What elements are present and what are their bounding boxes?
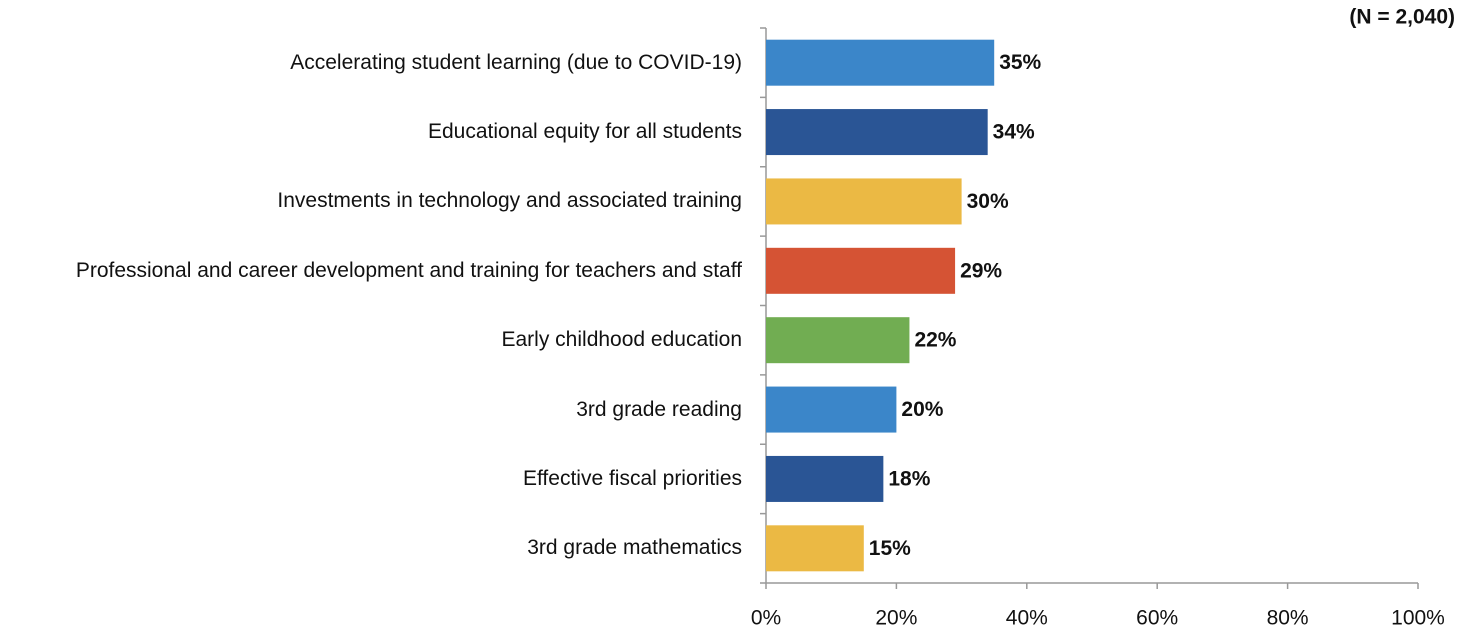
y-tick-label-box: Investments in technology and associated…: [10, 167, 742, 236]
bar: [766, 178, 962, 225]
value-label: 18%: [888, 467, 930, 490]
y-tick-label-box: Effective fiscal priorities: [10, 444, 742, 513]
y-tick-label: 3rd grade reading: [576, 397, 742, 421]
value-label: 30%: [967, 190, 1009, 213]
y-tick-label: 3rd grade mathematics: [527, 536, 742, 560]
y-tick-label: Professional and career development and …: [75, 258, 742, 282]
y-tick-label: Investments in technology and associated…: [277, 189, 742, 213]
value-label: 15%: [869, 537, 911, 560]
bar: [766, 455, 884, 502]
x-tick-label: 20%: [875, 607, 917, 630]
y-tick-label: Accelerating student learning (due to CO…: [290, 50, 742, 74]
y-tick-label: Early childhood education: [501, 328, 743, 352]
value-label: 35%: [999, 51, 1041, 74]
subtitle: (N = 2,040): [1349, 6, 1455, 29]
y-tick-label-box: Educational equity for all students: [10, 97, 742, 166]
x-tick-label: 40%: [1006, 607, 1048, 630]
x-tick-label: 0%: [751, 607, 781, 630]
y-tick-label-box: 3rd grade mathematics: [10, 514, 742, 583]
bar: [766, 39, 995, 86]
y-tick-label-box: Early childhood education: [10, 306, 743, 375]
bar: [766, 386, 897, 433]
y-tick-label: Educational equity for all students: [427, 120, 742, 144]
y-tick-label-box: Accelerating student learning (due to CO…: [10, 28, 742, 97]
x-tick-label: 80%: [1267, 607, 1309, 630]
x-tick-label: 60%: [1136, 607, 1178, 630]
bar: [766, 317, 910, 364]
value-label: 29%: [960, 259, 1002, 282]
x-tick-label: 100%: [1391, 607, 1445, 630]
value-label: 34%: [993, 121, 1035, 144]
bar: [766, 109, 988, 156]
value-label: 22%: [914, 329, 956, 352]
value-label: 20%: [901, 398, 943, 421]
y-tick-label: Effective fiscal priorities: [522, 466, 742, 490]
y-tick-label-box: 3rd grade reading: [10, 375, 742, 444]
bar: [766, 247, 956, 294]
y-tick-label-box: Professional and career development and …: [10, 236, 742, 305]
bar: [766, 525, 864, 572]
